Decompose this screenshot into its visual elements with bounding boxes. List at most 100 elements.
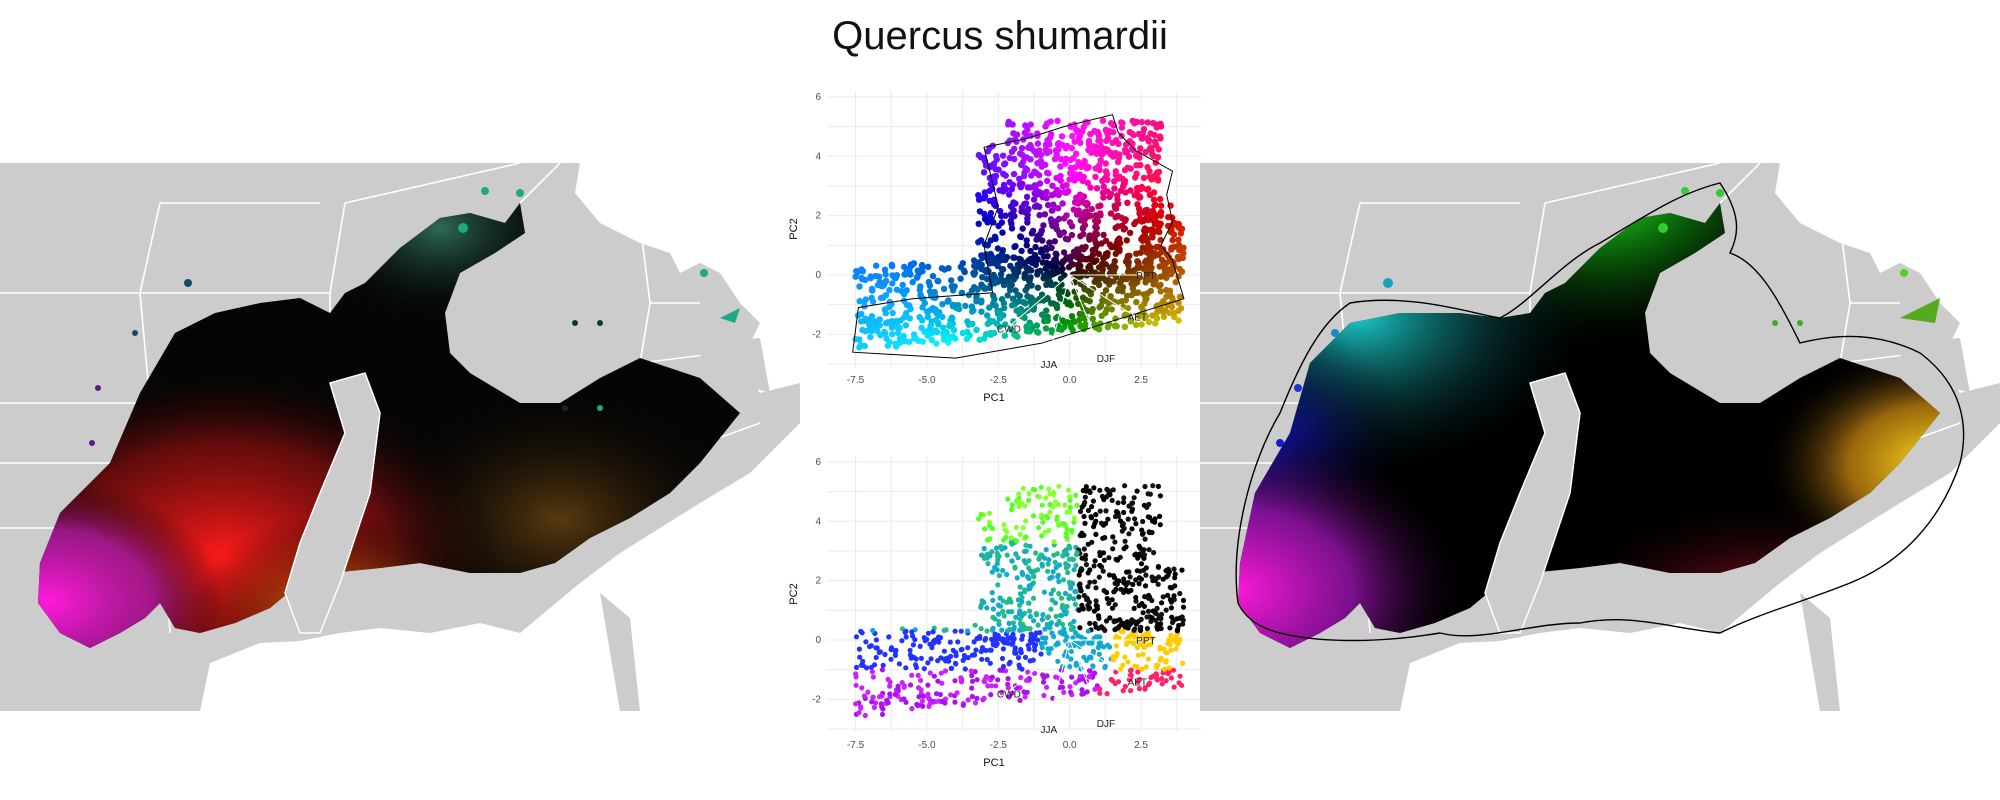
pca-clustered-chart: PPT AET DJF JJA CWD -7.5 -5.0 -2.5 0.0 2.5 -2 0 2 4 6… [788,456,1201,769]
pca-point [987,331,994,338]
pca-point [1168,246,1175,253]
pca-point [1030,513,1037,519]
pca-point [1027,543,1033,549]
pca-point [1131,495,1137,501]
pca-point [1113,323,1120,330]
pca-point [1045,170,1052,177]
pca-point [1030,304,1038,311]
pca-point [916,694,922,700]
x-tick-label: -5.0 [918,375,936,386]
pca-point [1058,260,1065,267]
pca-point [996,187,1003,194]
pca-point [1143,249,1151,256]
pca-point [933,340,940,347]
pca-point [978,648,984,655]
northeast-land [1890,338,1970,393]
pca-point [1064,534,1070,540]
pca-point [990,196,998,203]
pca-point [981,267,988,274]
pca-point [1157,209,1165,216]
pca-point [1113,274,1120,281]
pca-point [1068,585,1074,591]
pca-point [1044,673,1050,679]
pca-point [1108,268,1115,276]
pca-point [980,283,987,291]
pca-point [1062,522,1068,528]
pca-point [1030,595,1037,601]
pca-point [1102,250,1110,258]
pca-point [1108,676,1114,683]
pca-point [1132,516,1138,522]
pca-point [1050,587,1056,593]
pca-point [915,672,921,678]
pca-point [1062,502,1068,508]
pca-point [896,661,902,667]
pca-point [1079,691,1085,697]
pca-point [1042,123,1049,130]
pca-point [1144,269,1151,277]
pca-point [1053,564,1059,571]
pca-point [1177,673,1183,679]
pca-point [1048,327,1055,334]
pca-point [949,315,956,322]
pca-point [1110,487,1116,493]
pca-point [1056,619,1062,625]
pca-point [1001,522,1007,528]
pca-point [1142,483,1148,490]
pca-point [861,342,868,350]
pca-point [960,702,966,708]
pca-point [1073,150,1080,157]
pca-point [1010,276,1018,283]
pca-point [924,313,932,321]
pca-point [1149,207,1156,215]
loading-label-cwd: CWD [997,324,1021,335]
pca-point [868,313,876,320]
outlier-populations [1276,187,1940,447]
pca-point [941,648,947,654]
pca-point [1041,589,1047,595]
pca-point [1026,608,1033,614]
pca-point [1089,504,1095,510]
pca-point [1018,675,1024,681]
pca-point [1096,574,1102,580]
pca-point [872,272,879,280]
pca-point [992,302,999,309]
x-tick-label: -5.0 [918,740,936,751]
pca-point [862,296,869,303]
pca-point [1027,274,1034,281]
pca-point [1055,146,1062,153]
pca-point [1081,157,1088,165]
x-tick-label: 2.5 [1134,375,1148,386]
pca-point [1059,631,1065,637]
y-tick-label: 0 [815,270,821,281]
pca-point [1025,265,1033,273]
pca-point [1086,599,1092,605]
pca-point [1019,594,1025,601]
x-tick-label: -2.5 [990,375,1008,386]
pca-point [1063,182,1070,189]
pca-point [1054,205,1062,212]
pca-point [968,668,974,674]
pca-point [1121,499,1127,505]
pca-point [1055,520,1061,526]
pca-point [1100,183,1107,190]
pca-point [1146,253,1154,261]
loading-cwd [1006,639,1070,694]
river-gap [405,583,418,633]
pca-point [873,654,879,661]
pca-point [1150,196,1158,203]
pca-point [1081,546,1087,552]
pca-point [1131,220,1138,228]
pca-point [941,266,948,273]
pca-point [1145,630,1151,636]
pca-point [1055,291,1063,298]
pca-point [1140,209,1147,216]
pca-point [1092,173,1099,181]
pca-point [869,287,876,294]
pca-point [1030,657,1036,663]
pca-point [976,196,983,203]
y-tick-label: 0 [815,635,821,646]
pca-point [908,655,914,661]
pca-point [974,677,980,683]
pca-point [1142,686,1148,692]
